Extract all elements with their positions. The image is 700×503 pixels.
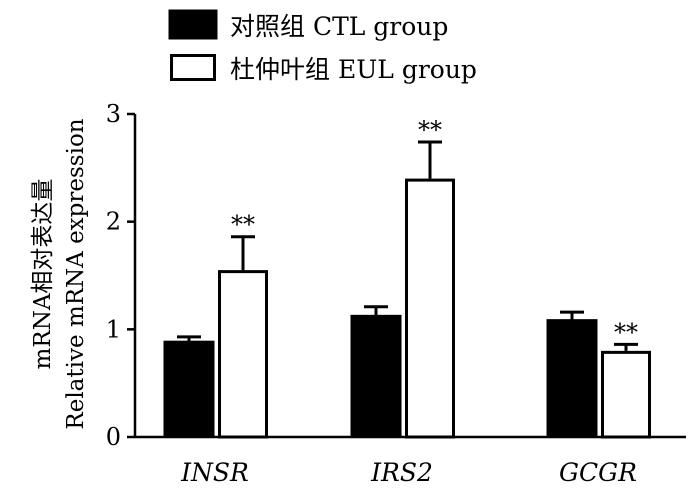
bar-eul-gcgr [601,350,651,439]
significance-marker-gcgr: ** [614,318,638,346]
y-axis-label-en: Relative mRNA expression [63,118,89,429]
legend-label-ctl: 对照组 CTL group [230,12,448,41]
bar-ctl-insr [163,340,215,438]
x-category-label-irs2: IRS2 [370,458,433,487]
y-tick-label-2: 2 [106,208,121,236]
legend-swatch-ctl [168,9,218,40]
bar-eul-irs2 [405,178,455,439]
y-tick-label-3: 3 [106,100,121,128]
bar-ctl-irs2 [350,314,402,438]
bar-ctl-gcgr [546,319,598,438]
legend-label-eul: 杜仲叶组 EUL group [230,55,477,84]
x-category-label-insr: INSR [180,458,249,487]
legend: 对照组 CTL group 杜仲叶组 EUL group [168,9,477,84]
y-axis-label-cn: mRNA相对表达量 [30,179,56,370]
x-category-label-gcgr: GCGR [559,458,637,487]
legend-swatch-eul [170,54,216,81]
y-axis-label: mRNA相对表达量 Relative mRNA expression [30,118,89,429]
significance-marker-insr: ** [231,211,255,239]
y-tick-label-0: 0 [106,423,121,451]
plot-area: 0 1 2 3 ** ** ** INSR IRS2 GCGR [106,100,686,487]
significance-marker-irs2: ** [418,116,442,144]
y-tick-label-1: 1 [106,315,121,343]
bar-eul-insr [218,270,268,439]
